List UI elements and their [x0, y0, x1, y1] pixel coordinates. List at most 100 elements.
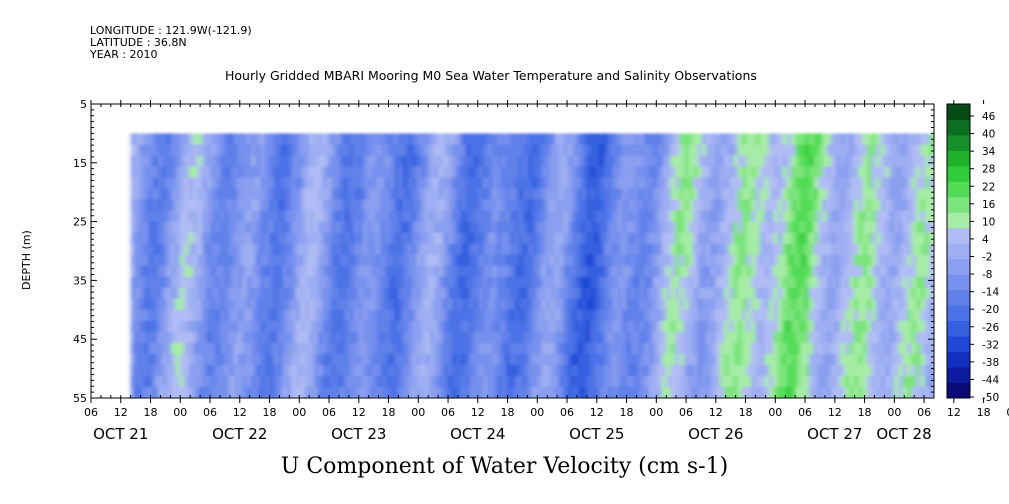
heatmap-cell [710, 254, 717, 267]
heatmap-cell [420, 254, 427, 267]
heatmap-cell [505, 221, 511, 234]
heatmap-cell [826, 309, 833, 322]
heatmap-cell [277, 331, 284, 344]
heatmap-cell [429, 386, 435, 398]
heatmap-cell [666, 320, 672, 333]
heatmap-cell [452, 342, 458, 355]
heatmap-cell [447, 133, 453, 146]
heatmap-cell [697, 221, 703, 234]
heatmap-cell [835, 375, 842, 388]
heatmap-cell [380, 298, 386, 311]
heatmap-cell [733, 375, 739, 388]
heatmap-cell [898, 221, 904, 234]
heatmap-cell [434, 342, 440, 355]
heatmap-cell [831, 309, 837, 322]
heatmap-cell [264, 265, 270, 278]
heatmap-cell [800, 265, 806, 278]
heatmap-cell [309, 133, 315, 146]
heatmap-cell [175, 166, 181, 179]
heatmap-cell [478, 155, 485, 168]
heatmap-cell [719, 155, 726, 168]
heatmap-cell [746, 320, 752, 333]
heatmap-cell [661, 287, 668, 300]
heatmap-cell [817, 133, 824, 146]
heatmap-cell [563, 375, 569, 388]
heatmap-cell [862, 287, 868, 300]
heatmap-cell [536, 199, 543, 212]
heatmap-cell [759, 155, 766, 168]
heatmap-cell [724, 232, 730, 245]
heatmap-cell [170, 309, 177, 322]
heatmap-cell [318, 320, 324, 333]
heatmap-cell [443, 221, 449, 234]
heatmap-cell [411, 287, 418, 300]
heatmap-cell [291, 144, 297, 157]
heatmap-cell [429, 177, 435, 190]
heatmap-cell [362, 188, 368, 201]
heatmap-cell [309, 199, 315, 212]
colorbar-swatch [947, 212, 970, 229]
heatmap-cell [594, 298, 601, 311]
heatmap-cell [871, 265, 877, 278]
heatmap-cell [590, 331, 596, 344]
heatmap-cell [893, 199, 900, 212]
heatmap-cell [715, 364, 721, 377]
heatmap-cell [545, 221, 551, 234]
heatmap-cell [652, 243, 659, 256]
heatmap-cell [599, 320, 605, 333]
heatmap-cell [152, 188, 159, 201]
heatmap-cell [510, 188, 516, 201]
heatmap-cell [634, 298, 641, 311]
heatmap-cell [219, 342, 226, 355]
heatmap-cell [483, 177, 489, 190]
heatmap-cell [572, 386, 578, 398]
heatmap-cell [809, 133, 815, 146]
heatmap-cell [648, 155, 654, 168]
heatmap-cell [576, 166, 583, 179]
heatmap-cell [563, 177, 569, 190]
heatmap-cell [411, 265, 418, 278]
heatmap-cell [206, 342, 212, 355]
colorbar-label: -38 [982, 357, 999, 369]
heatmap-cell [331, 342, 337, 355]
heatmap-cell [585, 232, 592, 245]
heatmap-cell [273, 188, 279, 201]
heatmap-cell [193, 320, 199, 333]
heatmap-cell [612, 254, 618, 267]
heatmap-cell [737, 254, 743, 267]
heatmap-cell [237, 221, 244, 234]
heatmap-cell [617, 232, 623, 245]
heatmap-cell [809, 221, 815, 234]
heatmap-cell [871, 155, 877, 168]
heatmap-cell [215, 364, 221, 377]
heatmap-cell [898, 199, 904, 212]
heatmap-cell [393, 166, 400, 179]
heatmap-cell [693, 210, 699, 223]
heatmap-cell [684, 298, 690, 311]
heatmap-cell [438, 342, 444, 355]
heatmap-cell [318, 177, 324, 190]
heatmap-cell [746, 243, 752, 256]
heatmap-cell [251, 342, 257, 355]
heatmap-cell [313, 188, 319, 201]
heatmap-cell [844, 133, 850, 146]
heatmap-cell [585, 155, 592, 168]
heatmap-cell [724, 320, 730, 333]
heatmap-cell [202, 232, 208, 245]
heatmap-cell [197, 287, 203, 300]
heatmap-cell [777, 254, 784, 267]
heatmap-cell [429, 364, 435, 377]
heatmap-cell [755, 232, 761, 245]
heatmap-cell [599, 254, 605, 267]
heatmap-cell [652, 375, 659, 388]
heatmap-cell [795, 199, 801, 212]
heatmap-cell [246, 254, 252, 267]
heatmap-cell [768, 342, 775, 355]
heatmap-cell [358, 364, 364, 377]
heatmap-cell [367, 166, 373, 179]
heatmap-cell [206, 133, 212, 146]
heatmap-cell [514, 133, 520, 146]
heatmap-cell [822, 254, 828, 267]
heatmap-cell [867, 199, 873, 212]
